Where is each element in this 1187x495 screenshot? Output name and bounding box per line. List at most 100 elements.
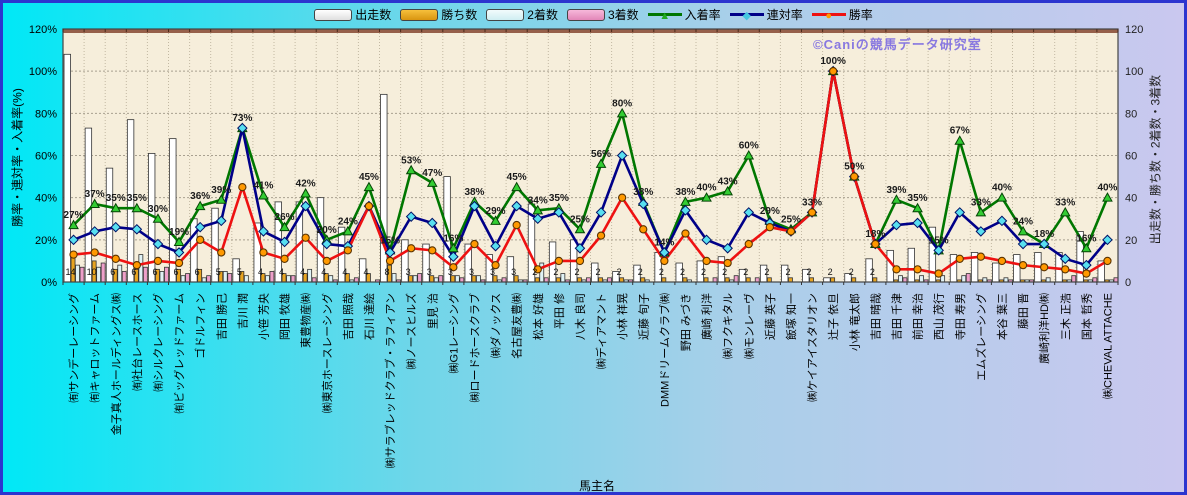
bar-2着数-4 — [159, 271, 165, 283]
marker-circle-15 — [385, 256, 395, 266]
marker-triangle-13 — [342, 225, 354, 236]
marker-triangle-0 — [68, 219, 79, 230]
bar-2着数-18 — [454, 275, 460, 283]
bar-3着数-9 — [269, 271, 275, 283]
point-label-9: 41% — [253, 181, 273, 192]
win-count-label-8: 5 — [237, 267, 242, 277]
win-count-label-31: 2 — [722, 267, 727, 277]
marker-circle-37 — [850, 172, 859, 181]
bar-3着数-6 — [206, 275, 212, 283]
bar-3着数-1 — [100, 262, 106, 283]
bar-3着数-22 — [543, 277, 549, 283]
bar-勝ち数-28 — [661, 277, 667, 283]
marker-circle-42 — [955, 254, 964, 263]
marker-diamond-10 — [279, 236, 290, 248]
point-label-30: 40% — [697, 183, 717, 194]
x-label-5: ㈲ビッグレッドファーム — [172, 293, 186, 414]
bar-2着数-19 — [476, 275, 481, 283]
x-label-41: 西山 茂行 — [932, 293, 946, 340]
marker-circle-32 — [744, 239, 753, 249]
x-label-11: 東豊物産㈱ — [299, 293, 313, 348]
marker-diamond-30 — [701, 234, 712, 246]
marker-circle-13 — [343, 246, 352, 255]
x-label-17: 里見 治 — [425, 293, 439, 329]
point-label-7: 39% — [211, 185, 231, 196]
bar-勝ち数-30 — [703, 277, 709, 283]
point-label-15: 15% — [380, 235, 400, 246]
left-axis-tick-0: 0% — [41, 277, 57, 289]
point-label-44: 40% — [992, 183, 1012, 194]
right-axis-tick-0: 0 — [1125, 277, 1131, 289]
bar-3着数-2 — [121, 271, 127, 283]
starts-bar-swatch — [314, 8, 353, 21]
left-axis-tick-3: 60% — [35, 151, 57, 163]
x-label-24: 八木 良司 — [573, 293, 587, 340]
win-count-label-9: 4 — [258, 267, 263, 277]
bar-3着数-16 — [417, 273, 423, 283]
legend-item-starts: 出走数 — [314, 6, 391, 23]
point-label-14: 45% — [359, 172, 379, 183]
marker-circle-4 — [153, 256, 163, 266]
right-axis-tick-1: 20 — [1125, 235, 1137, 247]
marker-circle-16 — [406, 244, 416, 253]
point-label-22: 34% — [528, 195, 548, 206]
x-label-23: 平田 修 — [552, 293, 566, 329]
bar-勝ち数-31 — [724, 277, 730, 283]
quinella-rate-line-swatch: ◆ — [729, 8, 764, 22]
marker-triangle-40 — [912, 202, 923, 213]
x-label-25: ㈱ディアマント — [594, 293, 608, 369]
marker-circle-5 — [174, 258, 184, 268]
marker-triangle-17 — [426, 177, 438, 187]
marker-diamond-40 — [912, 217, 923, 229]
win-count-label-23: 2 — [553, 267, 558, 277]
x-label-30: 廣崎 利洋 — [700, 293, 714, 340]
marker-diamond-19 — [469, 200, 480, 212]
marker-diamond-47 — [1059, 253, 1071, 265]
bar-勝ち数-25 — [598, 277, 603, 283]
bar-3着数-18 — [459, 277, 465, 283]
x-label-0: ㈲サンデーレーシング — [67, 293, 81, 403]
chart-canvas: 27%37% 35% 35%30%19%36%39%73%41%26%42%20%2… — [29, 24, 1144, 468]
marker-diamond-17 — [426, 217, 438, 229]
marker-diamond-32 — [743, 207, 755, 218]
bar-2着数-0 — [75, 264, 80, 283]
win-count-label-20: 3 — [490, 267, 495, 277]
marker-triangle-1 — [89, 198, 101, 208]
marker-circle-10 — [280, 254, 289, 263]
bar-出走数-2 — [105, 167, 114, 283]
marker-diamond-0 — [68, 234, 79, 246]
x-label-8: 吉川 潤 — [236, 293, 249, 329]
legend: 出走数 勝ち数 2着数 3着数 ▲ 入着率 ◆ 連対率 ● 勝率 — [3, 6, 1184, 23]
marker-circle-30 — [702, 256, 711, 266]
watermark: ©Caniの競馬データ研究室 — [813, 37, 982, 52]
legend-label-starts: 出走数 — [355, 8, 392, 22]
marker-diamond-25 — [595, 207, 607, 218]
marker-triangle-32 — [743, 149, 755, 160]
marker-triangle-24 — [574, 223, 586, 234]
marker-circle-11 — [301, 233, 310, 242]
bar-出走数-45 — [1013, 254, 1021, 283]
point-label-36: 100% — [820, 56, 846, 67]
win-count-label-24: 2 — [574, 267, 579, 277]
win-count-label-5: 6 — [174, 267, 179, 277]
marker-triangle-3 — [131, 202, 143, 213]
x-label-16: ㈱ノースヒルズ — [404, 293, 418, 369]
marker-circle-18 — [449, 263, 458, 272]
win-count-label-7: 5 — [216, 267, 221, 277]
x-label-32: ㈱モンレーヴ — [742, 293, 756, 359]
marker-triangle-31 — [722, 185, 734, 196]
marker-circle-36 — [829, 67, 838, 76]
marker-triangle-7 — [215, 194, 227, 204]
point-label-12: 20% — [317, 225, 337, 236]
win-count-label-38: 2 — [870, 267, 875, 277]
x-label-15: ㈱サラブレッドクラブ・ラフィアン — [383, 293, 397, 468]
win-count-label-28: 2 — [659, 267, 664, 277]
left-axis-tick-4: 80% — [35, 108, 57, 120]
marker-diamond-5 — [173, 247, 185, 258]
marker-circle-9 — [259, 248, 268, 257]
x-label-44: 本谷 葉三 — [995, 293, 1009, 340]
point-label-3: 35% — [127, 193, 147, 204]
win-count-label-30: 2 — [701, 267, 706, 277]
diamond-marker-icon: ◆ — [742, 10, 751, 22]
